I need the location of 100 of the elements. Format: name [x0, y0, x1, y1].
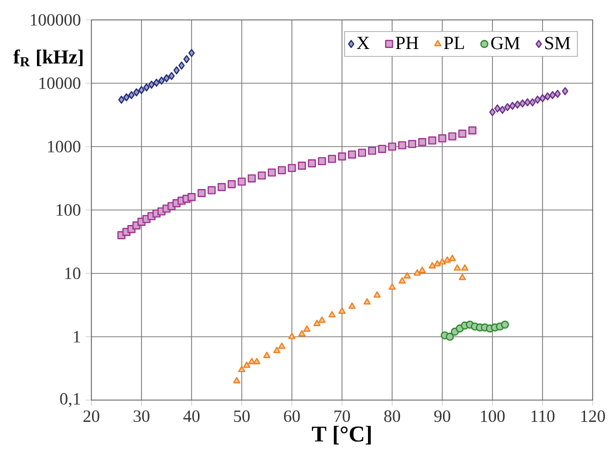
point [133, 88, 140, 96]
point [288, 332, 296, 340]
point [273, 346, 280, 354]
point [243, 362, 250, 368]
legend-label: PL [444, 37, 464, 50]
y-tick-label: 100 [56, 204, 80, 216]
point [378, 145, 386, 154]
point [358, 148, 366, 157]
point [414, 269, 421, 276]
point [278, 342, 286, 350]
point [298, 330, 306, 337]
point [303, 326, 310, 332]
x-tick-label: 110 [531, 410, 554, 422]
point [123, 93, 130, 102]
point [534, 96, 541, 104]
point [198, 189, 206, 198]
point [418, 138, 426, 146]
point [461, 264, 468, 271]
point [298, 162, 306, 170]
point [233, 377, 240, 384]
y-axis-title: f$_{R}$ [kHz] [13, 50, 83, 66]
point [428, 262, 436, 269]
point [168, 72, 175, 80]
point [348, 302, 356, 309]
point [458, 130, 466, 138]
point [188, 49, 195, 58]
point [313, 320, 321, 326]
y-tick-label: 1000 [48, 140, 80, 153]
point [328, 155, 336, 164]
point [454, 264, 461, 271]
x-tick-label: 20 [83, 410, 100, 422]
point [118, 96, 125, 104]
point [418, 266, 426, 274]
point [364, 298, 371, 305]
point [524, 98, 531, 107]
point [494, 104, 501, 113]
point [348, 150, 356, 159]
point [562, 87, 568, 96]
point [448, 254, 456, 262]
point [434, 260, 441, 267]
y-tick-label: 100000 [30, 14, 80, 26]
point [148, 80, 155, 89]
point [238, 366, 246, 372]
point [263, 352, 270, 358]
legend-label: SM [545, 37, 570, 50]
point [404, 272, 411, 279]
point [519, 100, 526, 108]
point [158, 76, 165, 85]
y-tick-label: 10000 [40, 78, 80, 90]
point [500, 320, 509, 329]
point [163, 74, 170, 82]
point [183, 55, 190, 64]
point [448, 132, 456, 141]
point [138, 86, 145, 94]
x-tick-label: 60 [284, 410, 300, 422]
point [438, 134, 446, 143]
point [178, 62, 185, 70]
x-tick-label: 30 [134, 410, 150, 422]
point [489, 108, 496, 116]
point [468, 126, 476, 135]
point [258, 172, 266, 180]
x-tick-label: 70 [334, 410, 350, 422]
point [444, 256, 451, 263]
point [428, 136, 436, 145]
point [499, 106, 506, 114]
point [318, 316, 326, 324]
legend-label: X [356, 37, 370, 50]
point [458, 274, 466, 280]
point [514, 100, 521, 109]
point [504, 103, 511, 112]
point [398, 141, 406, 150]
x-tick-label: 50 [234, 410, 250, 422]
point [318, 157, 326, 166]
point [153, 78, 160, 87]
x-tick-label: 120 [581, 410, 605, 422]
point [539, 94, 546, 102]
legend-label: PH [396, 37, 418, 50]
point [268, 168, 276, 177]
point [208, 186, 216, 194]
point [328, 311, 336, 318]
point [143, 84, 150, 92]
x-tick-label: 80 [384, 410, 400, 422]
point [248, 174, 256, 183]
point [218, 183, 226, 192]
point [388, 284, 396, 290]
x-tick-label: 100 [481, 410, 505, 422]
point [374, 291, 381, 298]
point [288, 164, 296, 172]
y-tick-label: 10 [65, 268, 80, 280]
point [529, 98, 536, 107]
point [308, 159, 316, 168]
point [173, 66, 180, 75]
point [438, 258, 446, 265]
point [398, 277, 406, 284]
point [253, 358, 260, 364]
legend-label: GM [491, 37, 520, 50]
point [408, 140, 416, 148]
point [554, 90, 561, 98]
x-axis-title: T [°C] [312, 426, 371, 445]
y-tick-label: 0,1 [60, 393, 80, 408]
